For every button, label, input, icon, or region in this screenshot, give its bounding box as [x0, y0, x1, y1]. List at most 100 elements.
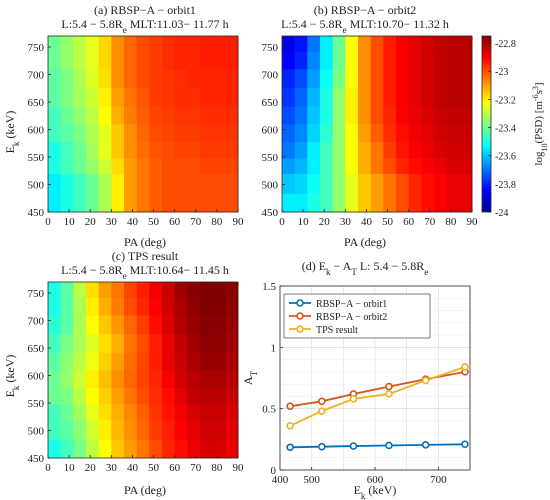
panel-a-cell [98, 106, 112, 125]
panel-c-cell [174, 370, 188, 388]
panel-b-cell [434, 106, 448, 125]
panel-a-cell [225, 124, 239, 142]
panel-a-cell [136, 158, 150, 174]
panel-c-cell [111, 370, 125, 388]
panel-c-cell [124, 419, 138, 440]
panel-c-xtick-label: 20 [85, 462, 97, 474]
panel-b-cell [358, 124, 372, 142]
panel-c-cell [187, 419, 201, 440]
panel-a-cell [212, 124, 226, 142]
panel-c-cell [162, 387, 176, 405]
panel-b-cell [421, 51, 435, 70]
panel-d-xtick-label: 700 [430, 474, 447, 486]
panel-c-cell [48, 370, 62, 388]
panel-b-cell [320, 141, 334, 159]
panel-b-cell [396, 106, 410, 125]
panel-c-cell [98, 439, 112, 459]
panel-c-cell [86, 419, 100, 440]
panel-b-xtick-label: 60 [403, 216, 415, 228]
panel-b-cell [383, 51, 397, 70]
panel-c-cell [149, 387, 163, 405]
panel-b-cell [446, 124, 460, 142]
legend-entry: RBSP−A − orbit2 [316, 312, 387, 323]
panel-c-cell [98, 297, 112, 316]
panel-c-cell [162, 282, 176, 298]
panel-b-cell [358, 141, 372, 159]
panel-b-cell [396, 173, 410, 194]
panel-b-cell [446, 69, 460, 89]
panel-c-cell [200, 333, 214, 353]
panel-b-cell [332, 158, 346, 174]
panel-a-cell [200, 51, 214, 70]
panel-a-cell [225, 51, 239, 70]
panel-b-cell [332, 51, 346, 70]
panel-a-axes: 0 10 20 30 40 50 60 70 80 90 450 500 550 600 650 700 750 [28, 35, 244, 228]
panel-c-cell [174, 439, 188, 459]
panel-b-cell [345, 193, 359, 213]
panel-c-cell [111, 297, 125, 316]
panel-c-cell [212, 352, 226, 371]
panel-c-cell [200, 439, 214, 459]
panel-a-cell [174, 106, 188, 125]
panel-c-cell [136, 333, 150, 353]
panel-c-cell [187, 297, 201, 316]
panel-c-cell [60, 439, 74, 459]
panel-a-cell [149, 158, 163, 174]
panel-b-cell [446, 141, 460, 159]
panel-b-cell [370, 141, 384, 159]
panel-c-cell [136, 315, 150, 335]
panel-b-cell [282, 51, 296, 70]
panel-a-cell [73, 69, 87, 89]
panel-a-title-line2: L:5.4 − 5.8Re MLT:11.03− 11.77 h [61, 17, 228, 35]
panel-c-cell [48, 352, 62, 371]
panel-a-cell [73, 51, 87, 70]
panel-b-xtick-label: 30 [340, 216, 352, 228]
panel-b-cell [307, 106, 321, 125]
panel-b-cell [396, 193, 410, 213]
panel-c-cell [174, 387, 188, 405]
panel-b-cell [320, 193, 334, 213]
panel-c-cell [174, 282, 188, 298]
panel-b-cell [421, 158, 435, 174]
panel-c-cell [212, 282, 226, 298]
panel-b-cell [408, 124, 422, 142]
panel-b-cell [370, 158, 384, 174]
panel-c-cell [136, 352, 150, 371]
panel-a-cell [98, 51, 112, 70]
panel-b-cell [345, 124, 359, 142]
panel-b-cell [320, 36, 334, 52]
panel-c-ytick-label: 700 [28, 316, 45, 328]
panel-b-cell [294, 69, 308, 89]
panel-c-cell [225, 387, 239, 405]
panel-c-cell [225, 282, 239, 298]
panel-a-cell [60, 51, 74, 70]
panel-a-cell [200, 87, 214, 107]
panel-b-cell [370, 69, 384, 89]
panel-c-cell [162, 333, 176, 353]
panel-a-cell [212, 141, 226, 159]
panel-b-cell [307, 173, 321, 194]
panel-b-cell [282, 87, 296, 107]
panel-c-cell [86, 315, 100, 335]
panel-c-cell [98, 370, 112, 388]
panel-c-cell [174, 297, 188, 316]
panel-d-xtick-label: 400 [272, 474, 289, 486]
panel-b-cell [383, 158, 397, 174]
colorbar: -22.8 -23 -23.2 -23.4 -23.6 -23.8 -24 log10(PS… [481, 35, 549, 219]
panel-b-cell [307, 158, 321, 174]
panel-a-ytick-label: 700 [28, 70, 45, 82]
panel-b-cell [370, 36, 384, 52]
panel-b-cell [332, 141, 346, 159]
panel-a-cell [187, 69, 201, 89]
panel-b-cell [294, 106, 308, 125]
panel-c-cell [86, 352, 100, 371]
panel-a-cell [124, 173, 138, 194]
panel-b-cell [459, 173, 473, 194]
panel-b-cell [307, 87, 321, 107]
panel-a-cell [86, 106, 100, 125]
panel-b-cell [459, 87, 473, 107]
panel-c-cell [200, 352, 214, 371]
panel-c-cell [200, 419, 214, 440]
panel-a-cell [111, 87, 125, 107]
